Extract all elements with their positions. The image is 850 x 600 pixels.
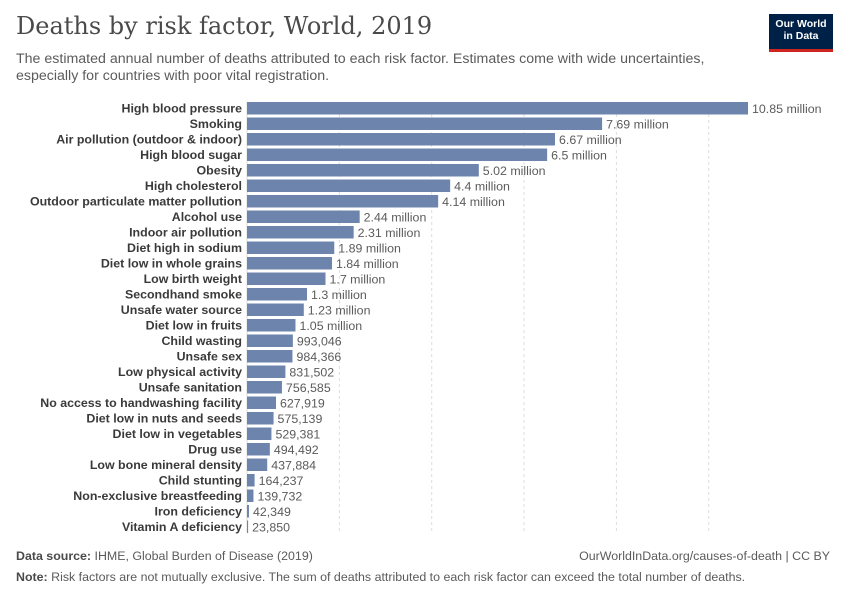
bar — [247, 257, 332, 270]
value-label: 437,884 — [271, 459, 316, 473]
bar — [247, 381, 282, 394]
category-label: Low physical activity — [118, 365, 242, 379]
value-label: 5.02 million — [483, 164, 546, 178]
bar — [247, 505, 249, 518]
value-label: 756,585 — [286, 381, 331, 395]
category-label: Child stunting — [159, 474, 242, 488]
category-label: Vitamin A deficiency — [122, 520, 242, 534]
value-label: 2.44 million — [364, 211, 427, 225]
bar — [247, 319, 296, 332]
value-label: 164,237 — [259, 474, 304, 488]
category-label: Obesity — [197, 164, 243, 178]
bar — [247, 365, 286, 378]
bar — [247, 117, 603, 130]
bar — [247, 427, 272, 440]
bar — [247, 474, 255, 487]
value-label: 831,502 — [289, 366, 334, 380]
bar — [247, 226, 354, 239]
category-label: Unsafe water source — [121, 303, 242, 317]
bar — [247, 520, 249, 533]
value-label: 4.14 million — [442, 195, 505, 209]
value-label: 7.69 million — [606, 118, 669, 132]
value-label: 1.84 million — [336, 257, 399, 271]
category-label: High cholesterol — [145, 179, 242, 193]
bar — [247, 179, 451, 192]
category-label: Alcohol use — [172, 210, 242, 224]
category-label: Outdoor particulate matter pollution — [30, 195, 242, 209]
value-label: 1.23 million — [308, 304, 371, 318]
bar — [247, 412, 274, 425]
bar — [247, 195, 439, 208]
value-label: 993,046 — [297, 335, 342, 349]
category-label: Diet low in fruits — [146, 319, 242, 333]
category-label: High blood sugar — [140, 148, 242, 162]
category-label: Secondhand smoke — [125, 288, 242, 302]
bar — [247, 303, 304, 316]
value-label: 1.3 million — [311, 288, 367, 302]
bar — [247, 241, 335, 254]
bar — [247, 396, 276, 409]
value-label: 10.85 million — [752, 102, 822, 116]
value-label: 4.4 million — [454, 180, 510, 194]
category-label: Smoking — [190, 117, 242, 131]
note-label: Note: — [16, 570, 48, 584]
value-label: 139,732 — [257, 490, 302, 504]
value-label: 1.7 million — [329, 273, 385, 287]
category-label: No access to handwashing facility — [40, 396, 242, 410]
bar — [247, 443, 270, 456]
bar-chart: High blood pressure 10.85 million Smoking 7… — [30, 102, 822, 535]
bar — [247, 148, 548, 161]
category-label: Diet high in sodium — [127, 241, 242, 255]
bar — [247, 164, 479, 177]
chart-subtitle: The estimated annual number of deaths at… — [16, 51, 705, 84]
bar — [247, 458, 268, 471]
source-label: Data source: — [16, 549, 92, 563]
bar — [247, 489, 254, 502]
bar — [247, 288, 308, 301]
chart-title: Deaths by risk factor, World, 2019 — [16, 12, 433, 40]
bar — [247, 334, 293, 347]
value-label: 1.89 million — [338, 242, 401, 256]
category-label: Diet low in whole grains — [101, 257, 242, 271]
value-label: 984,366 — [296, 350, 341, 364]
category-label: Low bone mineral density — [90, 458, 242, 472]
bar — [247, 133, 555, 146]
value-label: 575,139 — [278, 412, 323, 426]
value-label: 529,381 — [275, 428, 320, 442]
value-label: 494,492 — [274, 443, 319, 457]
bar — [247, 102, 748, 115]
source-text[interactable]: IHME, Global Burden of Disease (2019) — [94, 549, 313, 563]
value-label: 6.67 million — [559, 133, 622, 147]
category-label: Diet low in vegetables — [113, 427, 243, 441]
category-label: Unsafe sanitation — [139, 381, 242, 395]
category-label: Drug use — [188, 443, 242, 457]
bar — [247, 272, 326, 285]
category-label: Child wasting — [161, 334, 242, 348]
logo-line-2: in Data — [783, 30, 819, 42]
category-label: Indoor air pollution — [129, 226, 242, 240]
owid-logo[interactable]: Our World in Data — [769, 14, 833, 52]
category-label: Low birth weight — [144, 272, 242, 286]
value-label: 23,850 — [252, 521, 290, 535]
bar — [247, 350, 293, 363]
value-label: 42,349 — [253, 505, 291, 519]
category-label: Non-exclusive breastfeeding — [73, 489, 242, 503]
category-label: Iron deficiency — [155, 505, 243, 519]
data-source: Data source: IHME, Global Burden of Dise… — [16, 549, 313, 563]
value-label: 2.31 million — [358, 226, 421, 240]
category-label: Air pollution (outdoor & indoor) — [56, 133, 242, 147]
source-url[interactable]: OurWorldInData.org/causes-of-death | CC … — [579, 549, 830, 563]
bar — [247, 210, 360, 223]
logo-line-1: Our World — [775, 18, 827, 30]
value-label: 1.05 million — [299, 319, 362, 333]
category-label: Unsafe sex — [177, 350, 243, 364]
value-label: 627,919 — [280, 397, 325, 411]
footnote: Note: Risk factors are not mutually excl… — [16, 570, 745, 584]
category-label: Diet low in nuts and seeds — [86, 412, 242, 426]
category-label: High blood pressure — [122, 102, 243, 116]
value-label: 6.5 million — [551, 149, 607, 163]
note-text: Risk factors are not mutually exclusive.… — [51, 570, 746, 584]
